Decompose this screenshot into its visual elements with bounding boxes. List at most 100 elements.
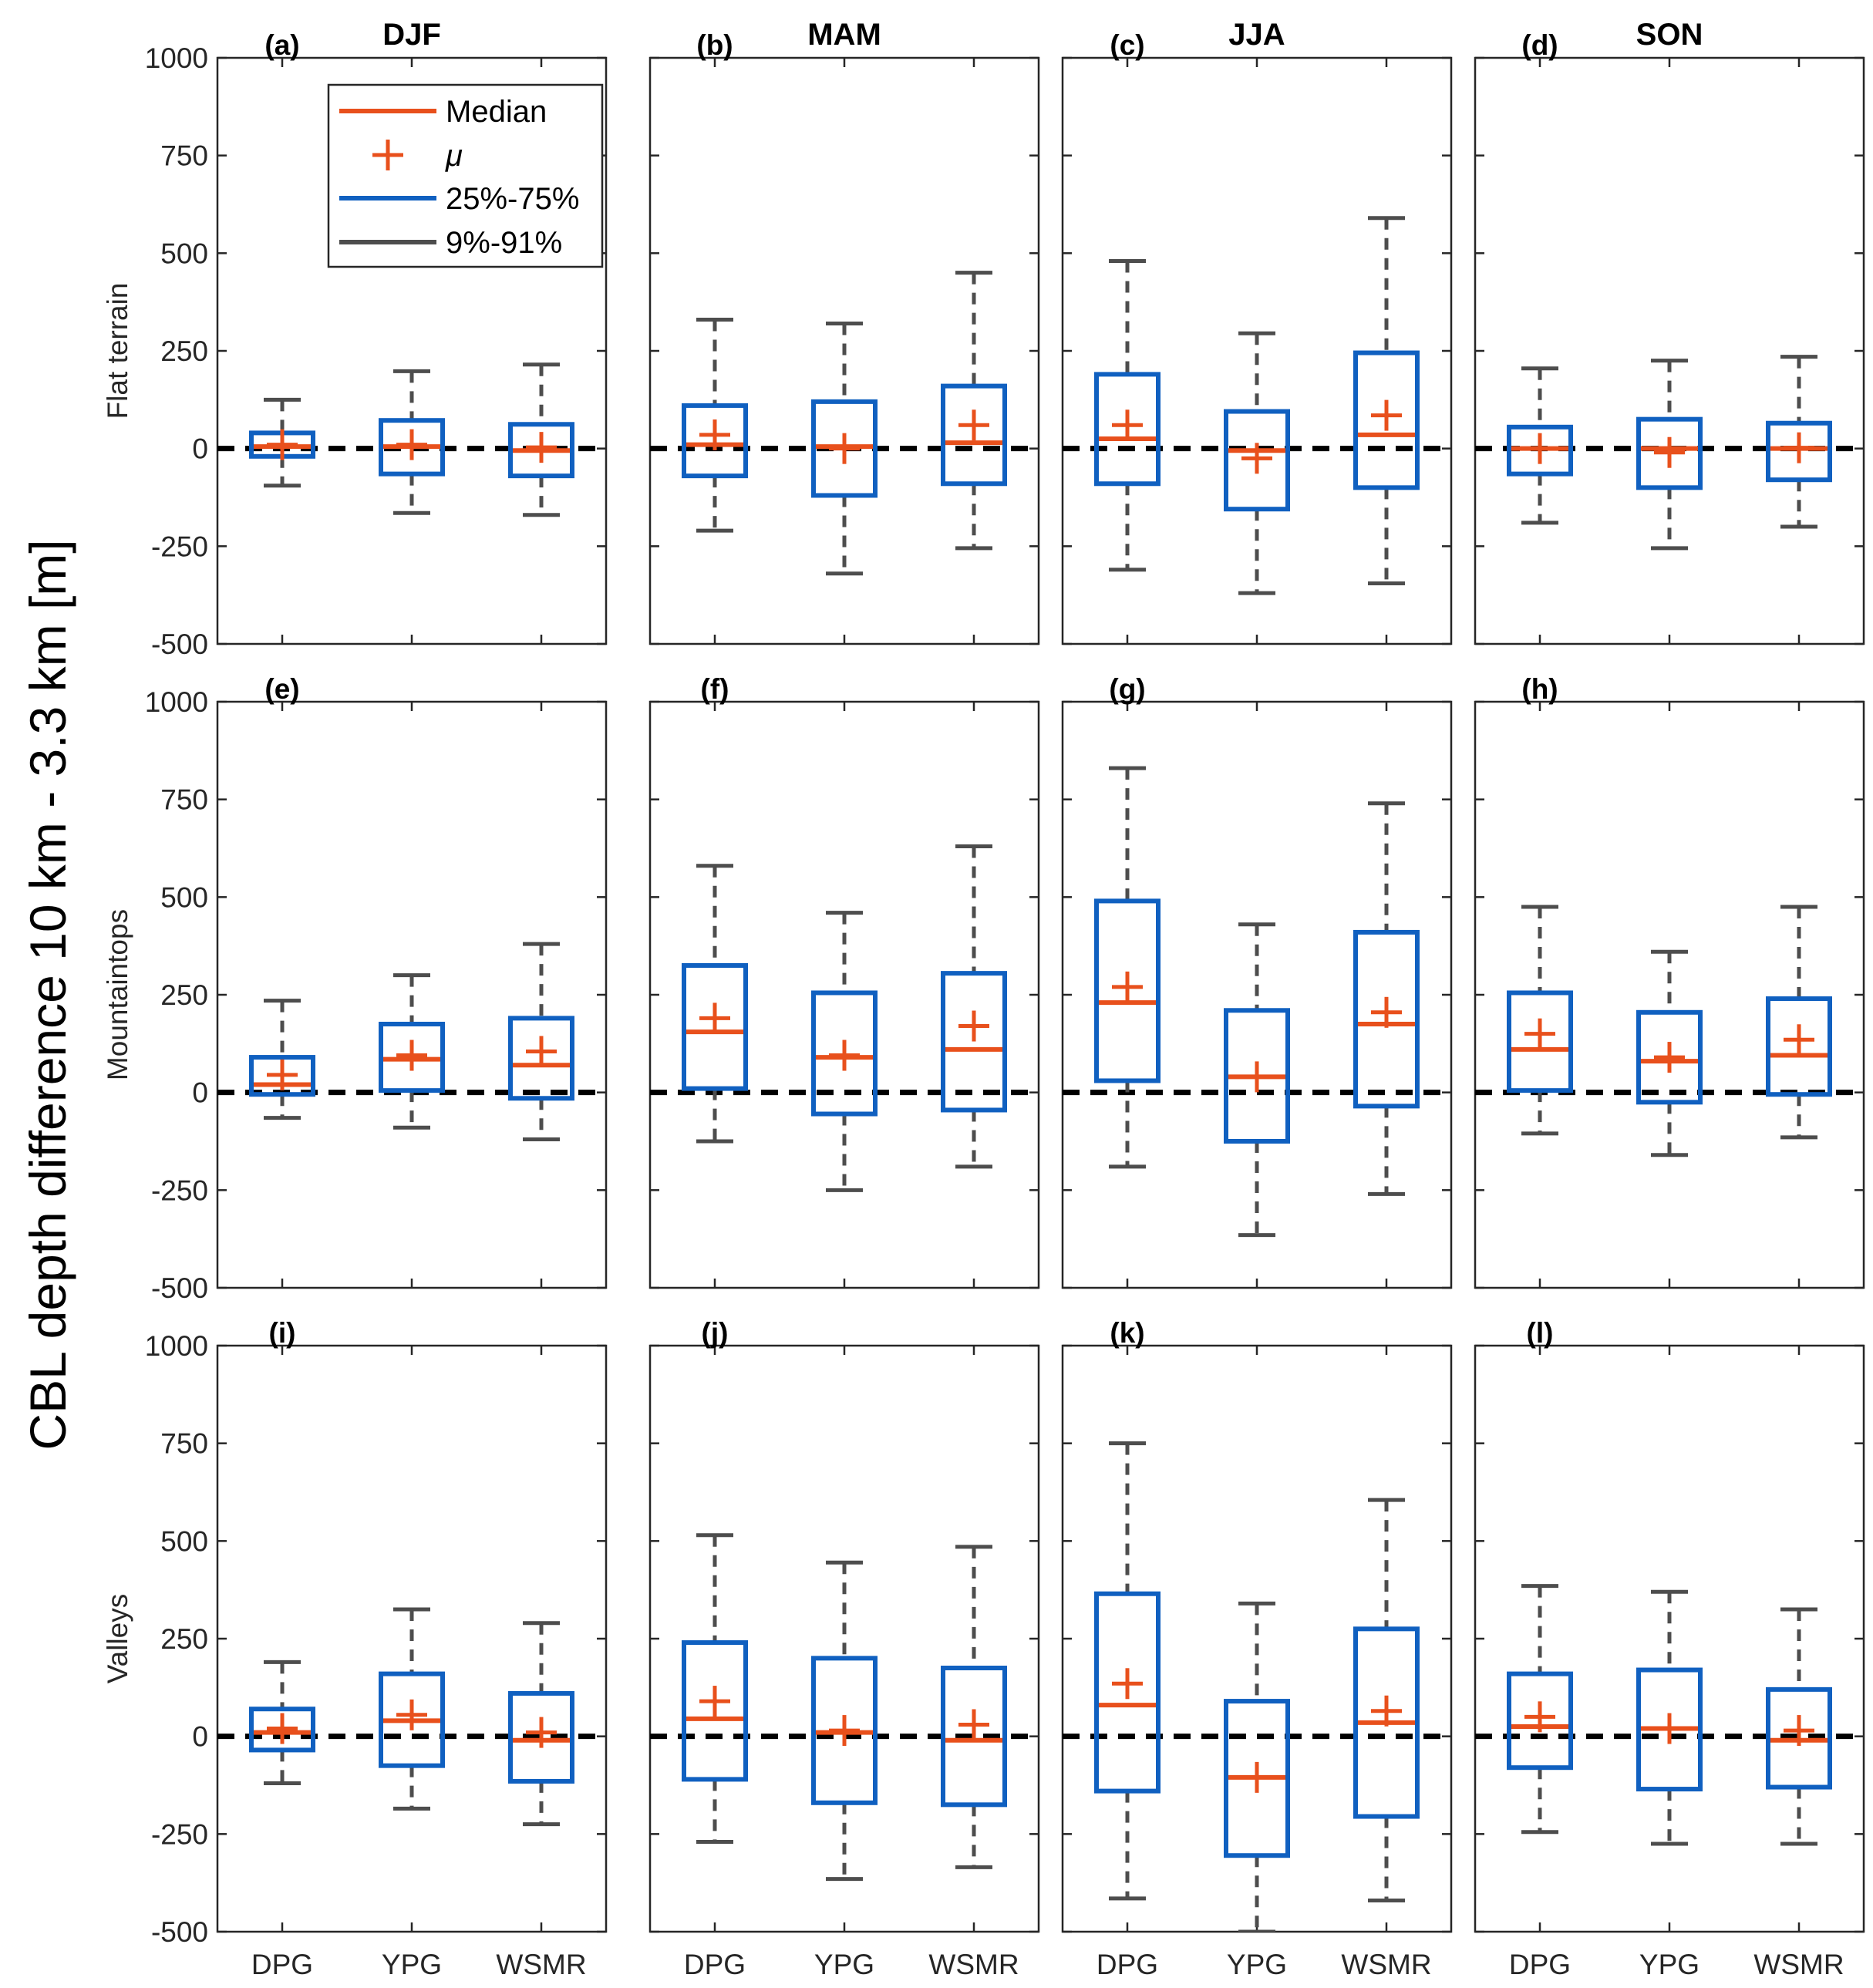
box-dpg bbox=[249, 1659, 315, 1785]
panel-b: (b) MAM bbox=[648, 18, 1040, 645]
iqr-box bbox=[508, 1016, 574, 1101]
panel-label: (j) bbox=[702, 1317, 729, 1349]
iqr-box bbox=[1224, 1008, 1290, 1144]
x-tick-label: DPG bbox=[1097, 1949, 1158, 1980]
y-tick-label: -250 bbox=[151, 1174, 208, 1206]
panel-f: (f) bbox=[648, 673, 1040, 1289]
box-ypg bbox=[1224, 922, 1290, 1238]
panel-a: -500 -250 0 250 500 750 1000 (a) DJF Flat terrain bbox=[102, 18, 608, 660]
row-label: Mountaintops bbox=[102, 909, 133, 1080]
panel-h: (h) bbox=[1474, 673, 1865, 1289]
panel-data bbox=[650, 1533, 1039, 1882]
panel-data bbox=[1475, 355, 1864, 551]
y-tick-label: -500 bbox=[151, 628, 208, 660]
panel-data bbox=[217, 1607, 606, 1827]
box-ypg bbox=[811, 322, 878, 576]
panel-d: (d) SON bbox=[1474, 18, 1865, 645]
box-wsmr bbox=[1353, 801, 1420, 1196]
y-tick-label: 250 bbox=[160, 979, 208, 1011]
iqr-box bbox=[1636, 1667, 1703, 1792]
season-title: MAM bbox=[807, 18, 881, 52]
box-wsmr bbox=[941, 844, 1007, 1169]
iqr-box bbox=[1353, 1626, 1420, 1819]
x-tick-label: YPG bbox=[814, 1949, 874, 1980]
iqr-box bbox=[941, 1666, 1007, 1808]
panel-data bbox=[1063, 216, 1451, 595]
box-ypg bbox=[1636, 949, 1703, 1157]
y-tick-label: 1000 bbox=[145, 686, 208, 718]
panel-label: (l) bbox=[1527, 1317, 1554, 1349]
season-title: SON bbox=[1636, 18, 1703, 52]
panel-data bbox=[217, 362, 606, 517]
x-tick-label: DPG bbox=[1509, 1949, 1571, 1980]
y-tick-label: 250 bbox=[160, 335, 208, 367]
x-tick-label: DPG bbox=[251, 1949, 313, 1980]
box-wsmr bbox=[508, 942, 574, 1141]
iqr-box bbox=[1353, 350, 1420, 490]
panel-label: (k) bbox=[1110, 1317, 1144, 1349]
iqr-box bbox=[508, 422, 574, 479]
panel-j: DPG YPG WSMR (j) bbox=[648, 1317, 1040, 1980]
panel-label: (b) bbox=[696, 29, 733, 61]
box-dpg bbox=[249, 397, 315, 488]
x-tick-label: YPG bbox=[1227, 1949, 1287, 1980]
iqr-box bbox=[1224, 409, 1290, 512]
iqr-box bbox=[682, 1640, 748, 1782]
y-tick-label: 500 bbox=[160, 1525, 208, 1557]
panel-label: (e) bbox=[264, 673, 299, 705]
legend-frame bbox=[327, 83, 604, 268]
y-tick-label: -250 bbox=[151, 531, 208, 562]
iqr-box bbox=[1636, 416, 1703, 490]
panel-label: (i) bbox=[269, 1317, 296, 1349]
panel-grid: -500 -250 0 250 500 750 1000 (a) DJF Flat terrain… bbox=[102, 18, 1865, 1980]
box-dpg bbox=[1094, 258, 1161, 572]
y-tick-label: 1000 bbox=[145, 1330, 208, 1362]
box-dpg bbox=[682, 864, 748, 1144]
panel-label: (c) bbox=[1110, 29, 1144, 61]
panel-data bbox=[1063, 1441, 1451, 1932]
y-tick-label: 750 bbox=[160, 784, 208, 816]
box-ypg bbox=[811, 1560, 878, 1882]
legend-whisker-label: 9%-91% bbox=[446, 226, 562, 260]
box-ypg bbox=[379, 973, 445, 1130]
y-tick-label: -500 bbox=[151, 1272, 208, 1304]
iqr-box bbox=[1094, 898, 1161, 1083]
legend-median-label: Median bbox=[446, 95, 547, 129]
x-tick-label: YPG bbox=[382, 1949, 442, 1980]
legend-iqr-label: 25%-75% bbox=[446, 182, 579, 216]
iqr-box bbox=[1094, 372, 1161, 487]
box-wsmr bbox=[508, 1621, 574, 1827]
panel-c: (c) JJA bbox=[1061, 18, 1453, 645]
box-dpg bbox=[1507, 1584, 1573, 1835]
box-ypg bbox=[1636, 359, 1703, 551]
x-tick-label: WSMR bbox=[928, 1949, 1019, 1980]
y-tick-label: -500 bbox=[151, 1916, 208, 1948]
iqr-box bbox=[1766, 1686, 1832, 1790]
panel-label: (f) bbox=[701, 673, 729, 705]
x-tick-label: WSMR bbox=[1341, 1949, 1431, 1980]
iqr-box bbox=[1507, 1671, 1573, 1771]
iqr-box bbox=[249, 1055, 315, 1097]
iqr-box bbox=[1353, 929, 1420, 1109]
iqr-box bbox=[1224, 1699, 1290, 1858]
panel-label: (h) bbox=[1521, 673, 1558, 705]
box-dpg bbox=[682, 317, 748, 533]
y-tick-label: 500 bbox=[160, 881, 208, 913]
legend-mean-label: μ bbox=[445, 139, 463, 173]
box-dpg bbox=[682, 1533, 748, 1844]
panel-data bbox=[217, 942, 606, 1141]
box-ypg bbox=[1224, 1601, 1290, 1932]
y-tick-label: 1000 bbox=[145, 42, 208, 74]
box-dpg bbox=[1094, 766, 1161, 1169]
panel-e: -500 -250 0 250 500 750 1000 (e) Mountaintops bbox=[102, 673, 608, 1304]
panel-i: -500 -250 0 250 500 750 1000 DPG YPG WSMR (i) Valle… bbox=[102, 1317, 608, 1980]
iqr-box bbox=[379, 1022, 445, 1093]
iqr-box bbox=[1636, 1009, 1703, 1105]
iqr-box bbox=[941, 971, 1007, 1113]
box-wsmr bbox=[1766, 355, 1832, 529]
row-label: Flat terrain bbox=[102, 283, 133, 420]
panel-data bbox=[1475, 1584, 1864, 1846]
y-tick-label: 750 bbox=[160, 140, 208, 172]
iqr-box bbox=[508, 1690, 574, 1784]
